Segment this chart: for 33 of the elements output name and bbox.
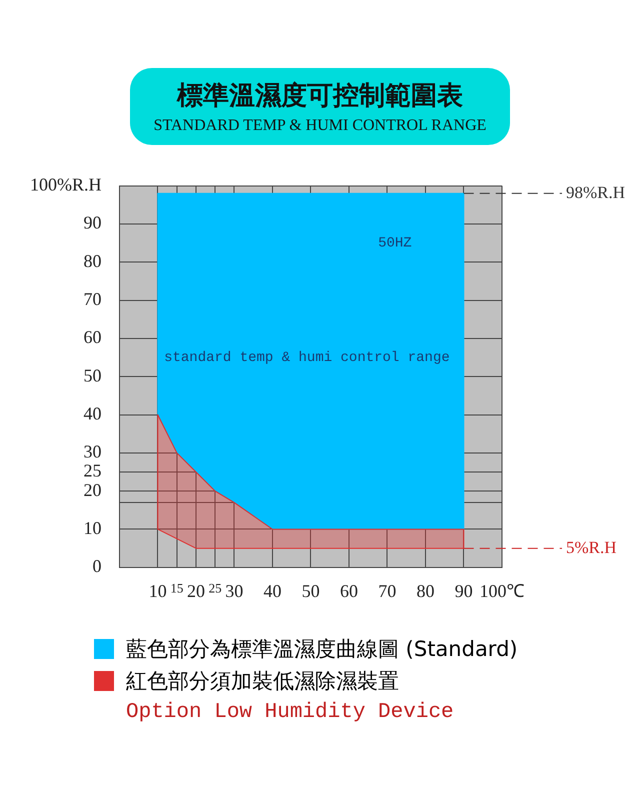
- x-tick-label: 100℃: [480, 580, 524, 601]
- ref-line-label: 98%R.H: [566, 182, 626, 202]
- chart-subtitle: STANDARD TEMP & HUMI CONTROL RANGE: [152, 117, 488, 135]
- y-tick-label: 10: [84, 518, 102, 538]
- text: Option Low Humidity Device: [126, 700, 455, 726]
- x-tick-label: 30: [225, 580, 244, 601]
- y-tick-label: 20: [84, 480, 102, 500]
- annotation: 50HZ: [378, 236, 412, 252]
- ref-line-label: 5%R.H: [566, 538, 617, 557]
- chart-title: 標準溫濕度可控制範圍表: [176, 80, 464, 113]
- legend-label: 紅色部分須加裝低濕除濕裝置: [126, 668, 399, 695]
- x-tick-label: 90: [454, 580, 473, 601]
- y-tick-label: 40: [84, 403, 102, 424]
- x-tick-label: 15: [170, 580, 184, 596]
- x-tick-label: 20: [187, 580, 205, 601]
- y-tick-label: 25: [84, 460, 102, 481]
- x-tick-label: 60: [340, 580, 358, 601]
- y-tick-label: 0: [92, 556, 102, 576]
- y-tick-label: 80: [84, 250, 102, 271]
- x-tick-label: 40: [264, 580, 282, 601]
- y-tick-label: 70: [84, 289, 102, 310]
- x-tick-label: 50: [302, 580, 320, 601]
- x-tick-label: 25: [208, 580, 222, 596]
- x-tick-label: 80: [416, 580, 434, 601]
- x-tick-label: 70: [378, 580, 396, 601]
- annotation: standard temp & humi control range: [164, 350, 450, 366]
- x-tick-label: 10: [148, 580, 167, 601]
- y-tick-label: 100%R.H: [30, 174, 102, 195]
- y-tick-label: 30: [84, 442, 102, 462]
- y-tick-label: 60: [84, 327, 102, 348]
- legend-label: 藍色部分為標準溫濕度曲線圖 (Standard): [126, 636, 518, 663]
- y-tick-label: 90: [84, 212, 102, 233]
- y-tick-label: 50: [84, 365, 102, 386]
